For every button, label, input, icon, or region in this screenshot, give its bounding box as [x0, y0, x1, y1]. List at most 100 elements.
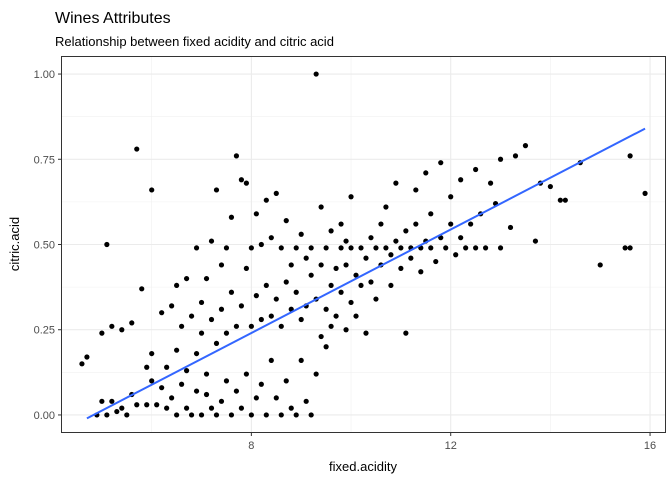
data-point	[183, 275, 190, 282]
data-point	[149, 350, 155, 357]
data-point	[458, 235, 464, 241]
data-point	[223, 245, 230, 251]
data-point	[313, 71, 319, 77]
data-point	[238, 303, 245, 309]
data-point	[303, 255, 309, 261]
data-point	[333, 265, 339, 271]
data-point	[293, 412, 299, 418]
x-tick-label: 8	[248, 440, 254, 452]
data-point	[368, 279, 374, 285]
data-point	[403, 228, 409, 234]
data-point	[169, 303, 175, 309]
data-point	[318, 333, 324, 340]
data-point	[248, 245, 254, 251]
data-point	[213, 187, 220, 193]
y-tick-label: 1.00	[34, 69, 55, 81]
data-point	[144, 364, 150, 370]
data-point	[203, 275, 210, 282]
data-point	[398, 265, 404, 271]
data-point	[139, 286, 145, 292]
data-point	[273, 296, 279, 302]
data-point	[338, 221, 344, 227]
trend-line	[86, 127, 646, 420]
data-point	[273, 190, 279, 196]
data-point	[393, 238, 399, 244]
data-point	[308, 412, 314, 418]
data-point	[458, 177, 464, 183]
data-point	[213, 340, 220, 346]
data-point	[353, 313, 359, 319]
data-point	[368, 235, 374, 241]
data-point	[627, 153, 633, 159]
data-point	[109, 323, 115, 329]
data-point	[243, 265, 249, 271]
x-tick-label: 16	[644, 440, 656, 452]
data-point	[323, 344, 329, 350]
data-point	[522, 143, 529, 149]
data-point	[238, 405, 245, 411]
data-point	[149, 378, 155, 384]
data-point	[243, 180, 249, 186]
data-point	[308, 272, 314, 278]
data-point	[293, 245, 299, 251]
data-point	[413, 187, 419, 193]
data-point	[263, 282, 269, 289]
data-point	[258, 316, 264, 323]
data-point	[448, 221, 454, 227]
y-tick-label: 0.25	[34, 325, 55, 337]
data-point	[104, 412, 110, 418]
data-point	[174, 282, 180, 289]
data-point	[144, 402, 150, 408]
data-point	[198, 330, 205, 336]
data-point	[99, 398, 105, 404]
data-point	[233, 153, 240, 159]
data-point	[114, 408, 120, 415]
data-point	[134, 146, 140, 152]
data-point	[183, 405, 190, 411]
data-point	[164, 405, 170, 411]
y-axis: 0.00 0.25 0.50 0.75 1.00	[34, 69, 62, 422]
grid-lines	[62, 57, 665, 432]
data-point	[547, 183, 553, 190]
data-point	[298, 316, 304, 323]
data-point	[253, 293, 259, 299]
data-point	[268, 313, 274, 319]
data-point	[557, 197, 563, 203]
data-point	[198, 299, 205, 306]
data-point	[129, 320, 135, 326]
data-point	[134, 402, 140, 408]
data-point	[188, 412, 195, 418]
data-point	[562, 197, 568, 203]
data-point	[208, 405, 215, 411]
data-point	[283, 279, 289, 285]
chart-subtitle: Relationship between fixed acidity and c…	[55, 34, 334, 49]
data-point	[283, 378, 289, 384]
data-point	[109, 398, 115, 404]
data-point	[149, 187, 155, 193]
data-point	[313, 371, 319, 377]
chart-title: Wines Attributes	[55, 10, 171, 27]
data-point	[188, 313, 195, 319]
data-point	[308, 245, 314, 251]
data-point	[174, 347, 180, 353]
data-point	[497, 156, 504, 162]
data-point	[383, 204, 389, 210]
data-point	[159, 310, 165, 316]
data-point	[358, 282, 364, 289]
data-point	[99, 330, 105, 336]
x-tick-label: 12	[445, 440, 457, 452]
data-point	[298, 357, 304, 364]
data-point	[203, 371, 210, 377]
data-point	[413, 221, 419, 227]
data-point	[278, 323, 284, 329]
data-point	[79, 361, 85, 367]
data-point	[363, 255, 369, 261]
data-point	[622, 245, 628, 251]
data-point	[248, 412, 254, 418]
data-point	[512, 153, 519, 159]
data-point	[228, 412, 235, 418]
data-point	[193, 245, 200, 251]
data-point	[263, 197, 269, 203]
data-point	[169, 395, 175, 401]
y-tick-label: 0.50	[34, 240, 55, 252]
